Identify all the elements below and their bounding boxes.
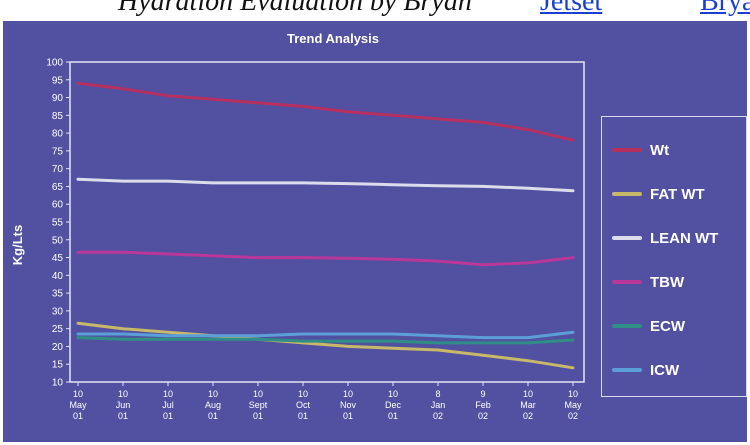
legend-swatch bbox=[612, 280, 642, 284]
legend-item-ecw: ECW bbox=[612, 316, 685, 336]
legend-label: LEAN WT bbox=[650, 229, 719, 247]
x-tick-label: Mar bbox=[520, 400, 536, 410]
x-tick-label: May bbox=[564, 400, 582, 410]
legend-item-lean-wt: LEAN WT bbox=[612, 228, 718, 248]
y-tick-label: 55 bbox=[52, 218, 64, 229]
y-tick-label: 100 bbox=[46, 58, 63, 69]
chart-title: Trend Analysis bbox=[287, 31, 379, 46]
y-tick-label: 35 bbox=[52, 289, 64, 300]
y-tick-label: 30 bbox=[52, 306, 64, 317]
x-tick-label: 10 bbox=[568, 389, 578, 399]
x-tick-label: Oct bbox=[296, 400, 311, 410]
legend-item-wt: Wt bbox=[612, 140, 669, 160]
x-tick-label: 01 bbox=[253, 411, 263, 421]
chart-legend: Wt FAT WT LEAN WT TBW ECW ICW bbox=[601, 116, 747, 397]
x-tick-label: 01 bbox=[118, 411, 128, 421]
legend-item-fat-wt: FAT WT bbox=[612, 184, 705, 204]
y-tick-label: 70 bbox=[52, 164, 64, 175]
x-tick-label: Aug bbox=[205, 400, 221, 410]
x-tick-label: 10 bbox=[208, 389, 218, 399]
x-tick-label: 01 bbox=[73, 411, 83, 421]
legend-swatch bbox=[612, 236, 642, 240]
y-tick-label: 85 bbox=[52, 111, 64, 122]
x-tick-label: 02 bbox=[568, 411, 578, 421]
y-tick-label: 25 bbox=[52, 324, 64, 335]
x-tick-label: 01 bbox=[163, 411, 173, 421]
legend-item-tbw: TBW bbox=[612, 272, 684, 292]
y-tick-label: 90 bbox=[52, 93, 64, 104]
x-tick-label: 02 bbox=[433, 411, 443, 421]
x-tick-label: Jan bbox=[431, 400, 446, 410]
page-header-text: Hydration Evaluation by Bryan Jetset Bry… bbox=[0, 0, 750, 20]
legend-swatch bbox=[612, 192, 642, 196]
y-tick-label: 75 bbox=[52, 146, 64, 157]
legend-item-icw: ICW bbox=[612, 360, 679, 380]
legend-swatch bbox=[612, 148, 642, 152]
legend-swatch bbox=[612, 368, 642, 372]
y-tick-label: 20 bbox=[52, 342, 64, 353]
series-line-ecw bbox=[76, 336, 575, 345]
x-tick-label: 10 bbox=[253, 389, 263, 399]
header-link-bryan[interactable]: Bryan bbox=[700, 0, 750, 17]
x-tick-label: Sept bbox=[249, 400, 268, 410]
y-tick-label: 80 bbox=[52, 129, 64, 140]
x-tick-label: 01 bbox=[298, 411, 308, 421]
x-tick-label: 9 bbox=[480, 389, 485, 399]
y-tick-label: 15 bbox=[52, 360, 64, 371]
x-tick-label: Dec bbox=[385, 400, 402, 410]
legend-label: TBW bbox=[650, 273, 685, 291]
header-caption: Hydration Evaluation by Bryan bbox=[118, 0, 472, 17]
y-tick-label: 10 bbox=[52, 378, 64, 389]
y-tick-label: 60 bbox=[52, 200, 64, 211]
x-tick-label: Jul bbox=[162, 400, 174, 410]
legend-label: Wt bbox=[650, 141, 670, 159]
legend-label: ICW bbox=[650, 361, 680, 379]
y-tick-label: 65 bbox=[52, 182, 64, 193]
y-tick-label: 45 bbox=[52, 253, 64, 264]
y-tick-label: 40 bbox=[52, 271, 64, 282]
x-tick-label: 10 bbox=[343, 389, 353, 399]
series-line-wt bbox=[76, 81, 575, 142]
x-tick-label: 01 bbox=[208, 411, 218, 421]
y-tick-label: 50 bbox=[52, 235, 64, 246]
series-line-fat-wt bbox=[76, 321, 575, 370]
x-tick-label: 10 bbox=[523, 389, 533, 399]
trend-chart: Trend Analysis Kg/Lts 10 15 20 25 30 35 40 45 50… bbox=[10, 31, 585, 421]
series-line-tbw bbox=[76, 250, 575, 267]
x-tick-label: 01 bbox=[343, 411, 353, 421]
legend-label: FAT WT bbox=[650, 185, 705, 203]
x-tick-label: 10 bbox=[388, 389, 398, 399]
x-tick-label: 01 bbox=[388, 411, 398, 421]
series-line-icw bbox=[76, 330, 575, 340]
x-tick-label: 10 bbox=[73, 389, 83, 399]
x-tick-label: Jun bbox=[116, 400, 131, 410]
legend-label: ECW bbox=[650, 317, 685, 335]
series-line-lean-wt bbox=[76, 177, 575, 193]
y-axis-label: Kg/Lts bbox=[10, 225, 25, 265]
legend-swatch bbox=[612, 324, 642, 328]
x-tick-label: May bbox=[69, 400, 87, 410]
x-tick-label: Nov bbox=[340, 400, 357, 410]
header-link-jetset[interactable]: Jetset bbox=[540, 0, 603, 17]
chart-panel: Trend Analysis Kg/Lts 10 15 20 25 30 35 40 45 50… bbox=[3, 21, 747, 442]
x-tick-label: 10 bbox=[163, 389, 173, 399]
x-tick-label: 02 bbox=[478, 411, 488, 421]
x-tick-label: 02 bbox=[523, 411, 533, 421]
x-tick-label: 10 bbox=[298, 389, 308, 399]
x-tick-label: 8 bbox=[435, 389, 440, 399]
x-tick-label: 10 bbox=[118, 389, 128, 399]
y-tick-label: 95 bbox=[52, 75, 64, 86]
x-tick-label: Feb bbox=[475, 400, 491, 410]
